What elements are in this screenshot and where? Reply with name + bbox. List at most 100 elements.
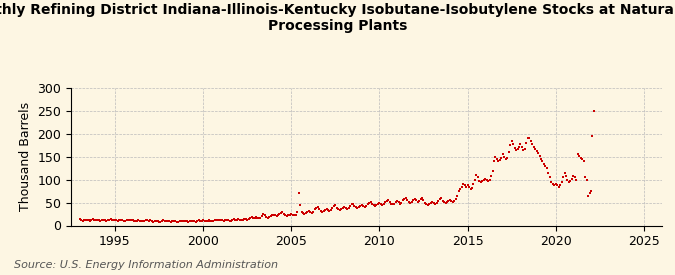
Point xyxy=(496,155,507,160)
Point xyxy=(324,209,335,213)
Point xyxy=(252,216,263,220)
Point xyxy=(530,146,541,151)
Point xyxy=(89,217,100,222)
Point xyxy=(318,209,329,213)
Point xyxy=(195,219,206,223)
Point xyxy=(414,199,425,203)
Point xyxy=(456,184,467,189)
Point xyxy=(82,218,92,222)
Point xyxy=(221,218,232,222)
Point xyxy=(171,220,182,224)
Point xyxy=(562,177,573,182)
Point xyxy=(146,219,157,224)
Point xyxy=(306,210,317,215)
Point xyxy=(142,218,153,223)
Point xyxy=(79,218,90,223)
Point xyxy=(521,141,532,145)
Point xyxy=(95,219,106,223)
Point xyxy=(161,219,171,224)
Point xyxy=(256,214,267,219)
Point xyxy=(464,184,475,189)
Point xyxy=(109,217,120,222)
Point xyxy=(74,216,85,221)
Point xyxy=(279,212,290,216)
Point xyxy=(395,201,406,206)
Point xyxy=(164,219,175,224)
Point xyxy=(292,210,302,214)
Point xyxy=(386,201,397,206)
Point xyxy=(148,220,159,224)
Point xyxy=(127,218,138,222)
Point xyxy=(302,210,313,214)
Point xyxy=(335,207,346,211)
Point xyxy=(193,218,204,223)
Point xyxy=(132,219,142,223)
Point xyxy=(296,210,307,214)
Point xyxy=(533,151,543,155)
Point xyxy=(143,219,154,223)
Point xyxy=(255,216,266,220)
Point xyxy=(430,202,441,206)
Point xyxy=(461,184,472,189)
Point xyxy=(325,208,336,212)
Point xyxy=(487,168,498,173)
Point xyxy=(506,139,517,143)
Point xyxy=(233,217,244,221)
Point xyxy=(258,212,269,216)
Point xyxy=(277,210,288,214)
Point xyxy=(529,144,539,149)
Point xyxy=(408,198,418,202)
Point xyxy=(390,200,401,204)
Point xyxy=(267,213,277,218)
Point xyxy=(572,152,583,157)
Text: Source: U.S. Energy Information Administration: Source: U.S. Energy Information Administ… xyxy=(14,260,277,270)
Point xyxy=(120,219,131,224)
Point xyxy=(371,203,382,208)
Point xyxy=(342,207,352,211)
Point xyxy=(525,139,536,143)
Point xyxy=(270,213,281,218)
Point xyxy=(283,213,294,218)
Point xyxy=(409,197,420,202)
Point xyxy=(308,210,319,214)
Point xyxy=(349,204,360,208)
Point xyxy=(170,219,181,224)
Point xyxy=(547,182,558,186)
Point xyxy=(387,202,398,207)
Point xyxy=(295,203,306,207)
Point xyxy=(77,219,88,223)
Point xyxy=(468,182,479,186)
Point xyxy=(204,218,215,223)
Point xyxy=(556,180,567,184)
Point xyxy=(304,209,315,213)
Point xyxy=(86,218,97,222)
Point xyxy=(176,219,186,223)
Point xyxy=(289,213,300,218)
Point xyxy=(107,217,117,222)
Point xyxy=(111,218,122,223)
Point xyxy=(311,206,322,210)
Point xyxy=(254,216,265,220)
Point xyxy=(105,217,116,221)
Point xyxy=(136,219,146,224)
Point xyxy=(564,180,574,184)
Point xyxy=(383,198,394,202)
Point xyxy=(151,219,161,223)
Point xyxy=(92,217,103,222)
Point xyxy=(550,182,561,186)
Point xyxy=(309,207,320,212)
Point xyxy=(102,218,113,223)
Y-axis label: Thousand Barrels: Thousand Barrels xyxy=(19,102,32,211)
Point xyxy=(239,216,250,221)
Point xyxy=(367,202,377,206)
Point xyxy=(465,187,476,191)
Point xyxy=(384,200,395,204)
Point xyxy=(499,155,510,159)
Point xyxy=(207,219,217,224)
Point xyxy=(526,142,537,146)
Point xyxy=(458,182,468,186)
Point xyxy=(433,199,443,203)
Point xyxy=(508,142,518,146)
Point xyxy=(534,154,545,158)
Point xyxy=(364,200,375,205)
